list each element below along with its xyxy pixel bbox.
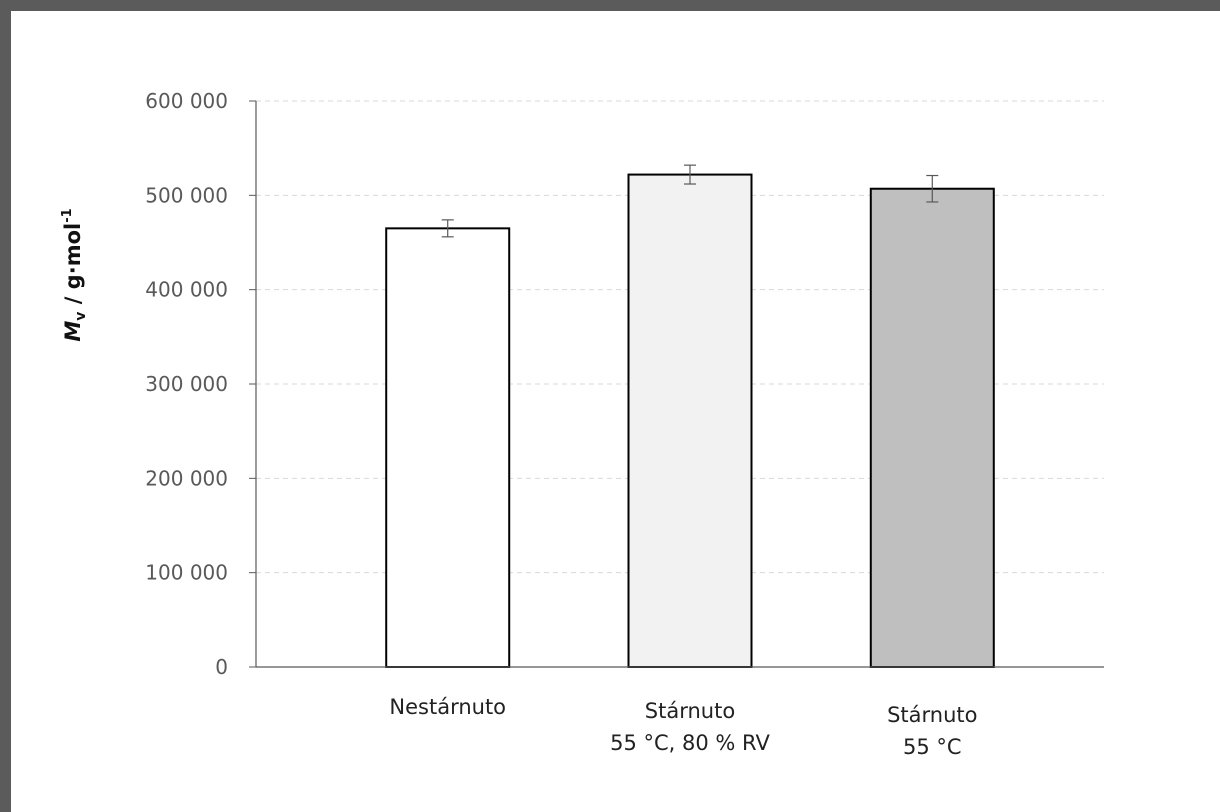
- y-axis-label-symbol: M: [61, 321, 85, 342]
- y-axis-label-superscript: -1: [60, 208, 75, 222]
- y-axis-label: Mv / g·mol-1: [60, 208, 89, 341]
- x-category-label: Nestárnuto: [389, 695, 506, 719]
- x-category-label: 55 °C, 80 % RV: [610, 731, 770, 755]
- y-axis-label-subscript: v: [73, 312, 89, 321]
- y-tick-label: 400 000: [145, 278, 228, 302]
- bar: [869, 187, 995, 668]
- y-tick-label: 200 000: [145, 466, 228, 490]
- y-tick-label: 0: [215, 655, 228, 679]
- bar: [385, 227, 511, 668]
- x-category-label: Stárnuto: [645, 699, 735, 723]
- axes: [249, 100, 1104, 668]
- y-tick-label: 300 000: [145, 372, 228, 396]
- bar: [627, 173, 753, 669]
- error-bars: [441, 164, 939, 238]
- x-category-label: 55 °C: [903, 735, 962, 759]
- y-tick-label: 100 000: [145, 561, 228, 585]
- y-tick-labels: 0 100 000 200 000 300 000 400 000 500 000 600 …: [145, 89, 228, 679]
- x-category-labels: Nestárnuto Stárnuto 55 °C, 80 % RV Stárnuto…: [389, 695, 977, 759]
- y-tick-label: 600 000: [145, 89, 228, 113]
- x-category-label: Stárnuto: [887, 703, 977, 727]
- y-axis-label-unit: / g·mol: [61, 223, 85, 312]
- bars: [385, 173, 995, 669]
- y-tick-label: 500 000: [145, 183, 228, 207]
